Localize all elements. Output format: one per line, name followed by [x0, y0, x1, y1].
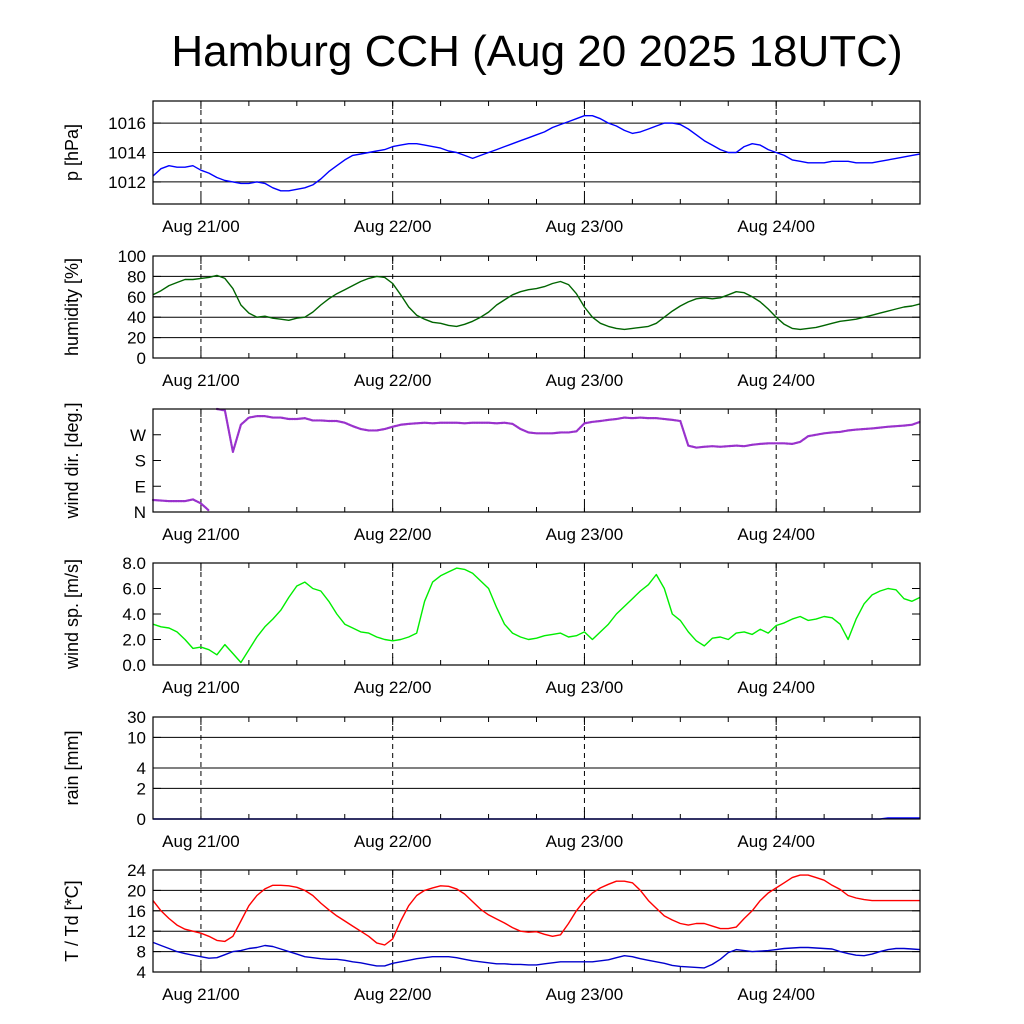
panel-1-xtick-label-3: Aug 24/00	[737, 217, 815, 236]
panel-4-xtick-label-3: Aug 24/00	[737, 678, 815, 697]
panel-5-ytick-label-1: 2	[137, 779, 146, 798]
panel-4-xtick-label-2: Aug 23/00	[546, 678, 624, 697]
panel-2-ytick-label-3: 60	[127, 288, 146, 307]
panel-3-xtick-label-1: Aug 22/00	[354, 525, 432, 544]
panel-2-ytick-label-0: 0	[137, 349, 146, 368]
panel-5-xtick-label-2: Aug 23/00	[546, 832, 624, 851]
panel-4-xtick-label-1: Aug 22/00	[354, 678, 432, 697]
panel-4: 0.0 2.0 4.0 6.0 8.0 Aug 21/00 Aug 22/00 Aug 23/…	[62, 554, 921, 697]
panel-2-ytick-label-2: 40	[127, 308, 146, 327]
panel-3-ytick-label-2: S	[135, 452, 146, 471]
panel-2-ytick-label-4: 80	[127, 267, 146, 286]
panel-4-ytick-label-1: 2.0	[122, 631, 146, 650]
panel-4-series-0	[152, 567, 921, 664]
panel-2-xtick-label-2: Aug 23/00	[546, 371, 624, 390]
panel-2-ylabel: humidity [%]	[62, 258, 82, 356]
panel-2-xtick-label-3: Aug 24/00	[737, 371, 815, 390]
panel-5-xtick-label-0: Aug 21/00	[162, 832, 240, 851]
panel-5-ytick-label-0: 0	[137, 810, 146, 829]
panel-6-ylabel: T / Td [*C]	[62, 880, 82, 961]
panel-1-ylabel: p [hPa]	[62, 124, 82, 181]
panel-5-ytick-label-4: 30	[127, 708, 146, 727]
panel-1-xtick-label-0: Aug 21/00	[162, 217, 240, 236]
panel-6-series-0	[152, 874, 920, 946]
panel-6-ytick-label-4: 20	[127, 881, 146, 900]
panel-3-xtick-label-3: Aug 24/00	[737, 525, 815, 544]
panel-1-series-0	[152, 114, 921, 192]
panel-1-xtick-label-2: Aug 23/00	[546, 217, 624, 236]
panel-1-ytick-label-2: 1016	[108, 114, 146, 133]
panel-3-ylabel: wind dir. [deg.]	[62, 402, 82, 519]
panel-6-ytick-label-0: 4	[137, 963, 146, 982]
panel-6-frame	[152, 869, 921, 973]
panel-2-xtick-label-0: Aug 21/00	[162, 371, 240, 390]
panel-4-ylabel: wind sp. [m/s]	[62, 559, 82, 670]
panel-5-ytick-label-3: 10	[127, 728, 146, 747]
panel-6-series-1	[152, 941, 921, 969]
panel-4-ytick-label-4: 8.0	[122, 554, 146, 573]
panel-4-ytick-label-0: 0.0	[122, 656, 146, 675]
panel-2-ytick-label-1: 20	[127, 329, 146, 348]
panel-5-xtick-label-1: Aug 22/00	[354, 832, 432, 851]
panel-4-ytick-label-2: 4.0	[122, 605, 146, 624]
panel-6-xtick-label-0: Aug 21/00	[162, 985, 240, 1004]
panel-6-ytick-label-5: 24	[127, 861, 146, 880]
panel-6-xtick-label-1: Aug 22/00	[354, 985, 432, 1004]
panel-5-ylabel: rain [mm]	[62, 730, 82, 805]
panel-1-frame	[152, 100, 921, 205]
panel-3-xtick-label-0: Aug 21/00	[162, 525, 240, 544]
panel-4-ytick-label-3: 6.0	[122, 580, 146, 599]
panel-6-ytick-label-3: 16	[127, 902, 146, 921]
panel-1-ytick-label-1: 1014	[108, 144, 146, 163]
panel-3-xtick-label-2: Aug 23/00	[546, 525, 624, 544]
panel-3-ytick-label-3: W	[130, 426, 146, 445]
panel-1-xtick-label-1: Aug 22/00	[354, 217, 432, 236]
panel-6-ytick-label-2: 12	[127, 922, 146, 941]
panel-6-xtick-label-3: Aug 24/00	[737, 985, 815, 1004]
panel-6-xtick-label-2: Aug 23/00	[546, 985, 624, 1004]
panel-2-series-0	[152, 274, 921, 331]
panel-1: 1012 1014 1016 Aug 21/00 Aug 22/00 Aug 23/00 A…	[62, 100, 921, 236]
chart-title: Hamburg CCH (Aug 20 2025 18UTC)	[171, 27, 902, 76]
panel-1-ytick-label-0: 1012	[108, 173, 146, 192]
panel-5-xtick-label-3: Aug 24/00	[737, 832, 815, 851]
panel-2-ytick-label-5: 100	[118, 247, 146, 266]
panel-2-frame	[152, 255, 921, 359]
panel-4-frame	[152, 562, 921, 666]
panel-3-frame	[152, 408, 921, 513]
panel-2-xtick-label-1: Aug 22/00	[354, 371, 432, 390]
panel-5-frame	[152, 716, 921, 820]
panel-3-ytick-label-0: N	[134, 503, 146, 522]
panel-3-series-0	[151, 407, 922, 512]
panel-5-ytick-label-2: 4	[137, 759, 146, 778]
panel-4-xtick-label-0: Aug 21/00	[162, 678, 240, 697]
panel-3-ytick-label-1: E	[135, 477, 146, 496]
panel-6-ytick-label-1: 8	[137, 943, 146, 962]
